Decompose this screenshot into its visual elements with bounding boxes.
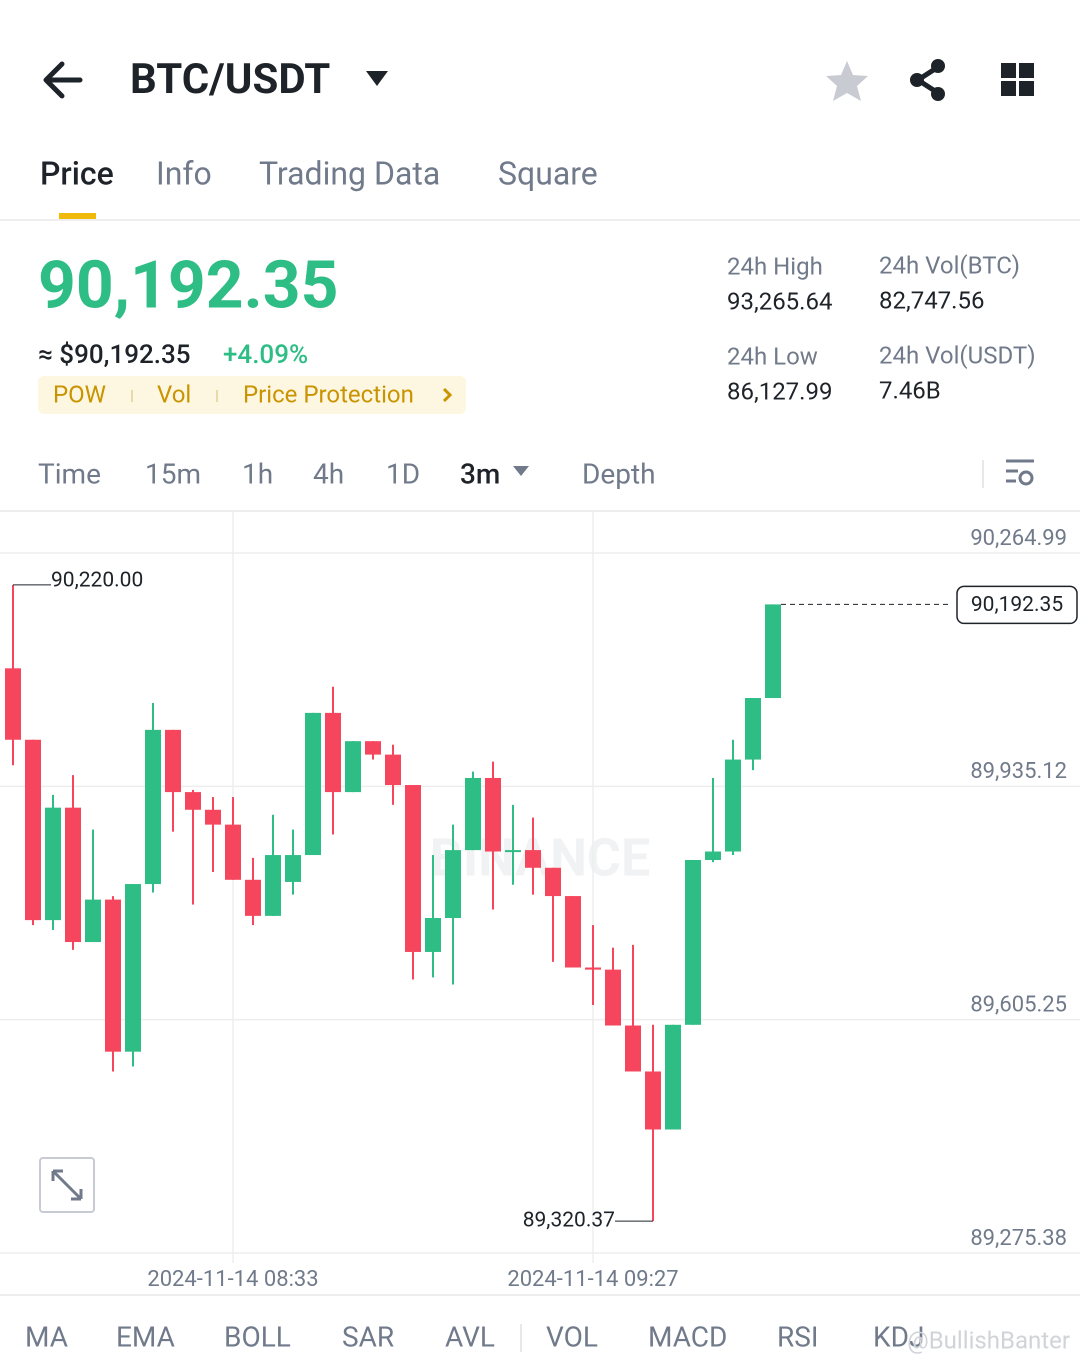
candle-body <box>625 1025 641 1072</box>
candle-body <box>585 967 601 970</box>
share-icon[interactable] <box>910 59 945 101</box>
chevron <box>442 387 453 403</box>
indicator-tab[interactable]: EMA <box>116 1320 175 1353</box>
indicator-tab[interactable]: VOL <box>546 1320 598 1353</box>
back-button[interactable] <box>43 61 83 99</box>
candle-body <box>65 807 81 943</box>
pair-dropdown[interactable] <box>366 71 388 86</box>
tab[interactable]: Price <box>40 154 114 192</box>
candle-body <box>565 896 581 968</box>
candle-body <box>605 969 621 1026</box>
indicator-tab[interactable]: KDJ <box>873 1320 924 1353</box>
candle-body <box>165 729 181 793</box>
candle-body <box>145 729 161 885</box>
stat-label: 24h Low <box>727 342 818 370</box>
candle-body <box>105 899 121 1052</box>
candle-body <box>485 777 501 852</box>
candle-body <box>525 850 541 868</box>
interval[interactable]: Time <box>38 457 101 490</box>
x-tick-label: 2024-11-14 08:33 <box>147 1267 318 1292</box>
candle-body <box>205 809 221 825</box>
candle-body <box>685 860 701 1025</box>
indicator-tab[interactable]: SAR <box>342 1320 394 1353</box>
tab-indicator <box>59 213 96 219</box>
interval[interactable]: 15m <box>145 457 201 490</box>
y-tick-label: 89,605.25 <box>970 992 1067 1017</box>
candle-body <box>265 855 281 916</box>
candle-body <box>345 741 361 793</box>
fullscreen-icon <box>51 1169 83 1201</box>
candle-body <box>725 759 741 852</box>
interval[interactable]: Depth <box>582 457 656 490</box>
candle-body <box>185 792 201 810</box>
candle-body <box>705 851 721 861</box>
stat-value: 7.46B <box>879 376 941 404</box>
tag[interactable]: Vol <box>157 380 191 408</box>
indicator-tab[interactable]: MA <box>25 1320 68 1353</box>
last-price: 90,192.35 <box>38 247 338 324</box>
stat-value: 82,747.56 <box>879 286 984 314</box>
interval[interactable]: 1D <box>386 457 420 490</box>
candle-body <box>445 850 461 919</box>
last-price-label: 90,192.35 <box>971 593 1063 617</box>
candle-body <box>645 1071 661 1130</box>
candle-body <box>665 1024 681 1130</box>
y-tick-label: 90,264.99 <box>970 526 1067 551</box>
usd-price: ≈ $90,192.35 <box>38 340 191 370</box>
candle-body <box>45 807 61 921</box>
candle-body <box>405 785 421 952</box>
candle-body <box>305 712 321 856</box>
candle-body <box>25 739 41 921</box>
interval[interactable]: 1h <box>242 457 273 490</box>
high-label: 90,220.00 <box>51 568 143 592</box>
interval-selected[interactable]: 3m <box>460 457 500 490</box>
y-tick-label: 89,275.38 <box>970 1226 1067 1251</box>
tab[interactable]: Square <box>498 154 598 192</box>
candle-body <box>225 824 241 880</box>
indicator-bar: MA EMA BOLL SAR AVL VOL MACD RSI KDJ <box>25 1320 924 1353</box>
price-change: +4.09% <box>223 340 308 370</box>
chart-settings[interactable] <box>1006 459 1034 486</box>
pair-title[interactable]: BTC/USDT <box>130 55 330 104</box>
candle-body <box>85 899 101 943</box>
y-tick-label: 89,935.12 <box>970 759 1067 784</box>
favorite-icon[interactable] <box>826 61 868 101</box>
tab[interactable]: Info <box>156 154 212 192</box>
candlestick-chart: BINANCE90,264.9989,935.1289,605.2589,275… <box>0 512 1080 1292</box>
stat-label: 24h High <box>727 252 823 280</box>
candle-body <box>5 668 21 740</box>
indicator-tab[interactable]: RSI <box>777 1320 819 1353</box>
candle-body <box>245 879 261 916</box>
tab[interactable]: Trading Data <box>259 154 440 192</box>
candle-body <box>325 712 341 793</box>
tag[interactable]: POW <box>53 380 106 408</box>
low-label: 89,320.37 <box>523 1209 615 1233</box>
indicator-tab[interactable]: AVL <box>445 1320 495 1353</box>
tag-bar <box>38 376 466 414</box>
layout-icon[interactable] <box>1001 63 1034 96</box>
candle-body <box>125 884 141 1052</box>
stat-label: 24h Vol(BTC) <box>879 251 1020 279</box>
candle-body <box>385 754 401 786</box>
tag[interactable]: Price Protection <box>243 380 414 408</box>
stat-value: 86,127.99 <box>727 377 832 405</box>
x-tick-label: 2024-11-14 09:27 <box>507 1267 678 1292</box>
candle-body <box>285 855 301 882</box>
candle-body <box>365 741 381 755</box>
candle-body <box>465 777 481 851</box>
candle-body <box>745 698 761 760</box>
interval-dropdown[interactable] <box>513 466 529 476</box>
indicator-tab[interactable]: BOLL <box>224 1320 291 1353</box>
credit-watermark: @BullishBanter <box>907 1326 1070 1354</box>
stat-label: 24h Vol(USDT) <box>879 341 1036 369</box>
interval[interactable]: 4h <box>313 457 344 490</box>
candle-body <box>505 850 521 853</box>
candle-body <box>545 867 561 897</box>
indicator-tab[interactable]: MACD <box>648 1320 727 1353</box>
candle-body <box>765 604 781 699</box>
candle-body <box>425 918 441 952</box>
stat-value: 93,265.64 <box>727 287 832 315</box>
last-price-box <box>956 585 1078 625</box>
